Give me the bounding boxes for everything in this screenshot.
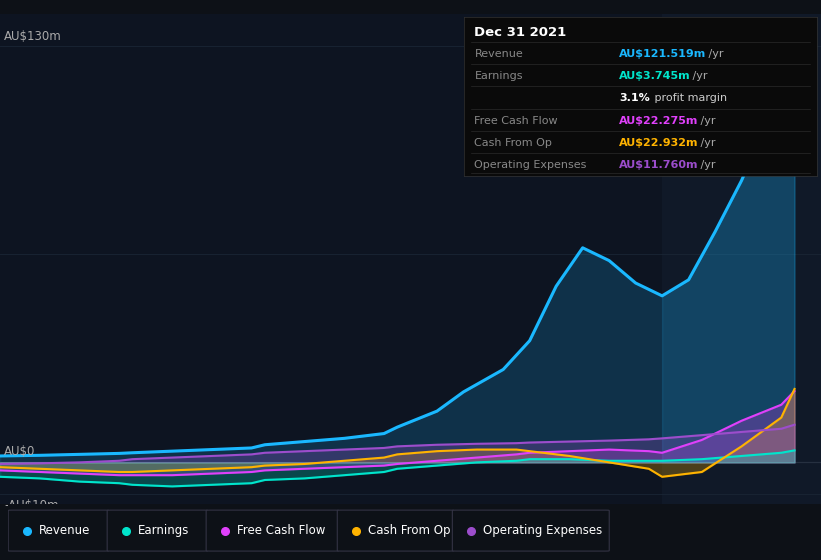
FancyBboxPatch shape — [108, 510, 208, 551]
Text: 3.1%: 3.1% — [619, 93, 650, 103]
FancyBboxPatch shape — [452, 510, 609, 551]
Text: profit margin: profit margin — [651, 93, 727, 103]
Text: /yr: /yr — [697, 115, 715, 125]
FancyBboxPatch shape — [8, 510, 108, 551]
FancyBboxPatch shape — [206, 510, 339, 551]
Text: AU$0: AU$0 — [4, 445, 35, 458]
Text: Dec 31 2021: Dec 31 2021 — [475, 26, 566, 39]
Text: Free Cash Flow: Free Cash Flow — [475, 115, 558, 125]
Text: Cash From Op: Cash From Op — [475, 138, 553, 148]
Text: AU$3.745m: AU$3.745m — [619, 71, 690, 81]
Text: /yr: /yr — [689, 71, 708, 81]
Text: AU$22.932m: AU$22.932m — [619, 138, 699, 148]
Text: /yr: /yr — [704, 49, 723, 58]
Text: /yr: /yr — [697, 160, 715, 170]
FancyBboxPatch shape — [337, 510, 454, 551]
Text: Operating Expenses: Operating Expenses — [475, 160, 587, 170]
Text: AU$22.275m: AU$22.275m — [619, 115, 699, 125]
Text: Operating Expenses: Operating Expenses — [483, 524, 602, 537]
Text: /yr: /yr — [697, 138, 715, 148]
Text: AU$11.760m: AU$11.760m — [619, 160, 699, 170]
Text: Cash From Op: Cash From Op — [368, 524, 451, 537]
Bar — [662, 14, 821, 504]
Text: AU$121.519m: AU$121.519m — [619, 49, 706, 58]
Text: Earnings: Earnings — [138, 524, 189, 537]
Text: Revenue: Revenue — [475, 49, 523, 58]
Text: Earnings: Earnings — [475, 71, 523, 81]
Text: -AU$10m: -AU$10m — [4, 499, 58, 512]
Text: AU$130m: AU$130m — [4, 30, 62, 43]
Text: Revenue: Revenue — [39, 524, 90, 537]
Text: Free Cash Flow: Free Cash Flow — [236, 524, 325, 537]
